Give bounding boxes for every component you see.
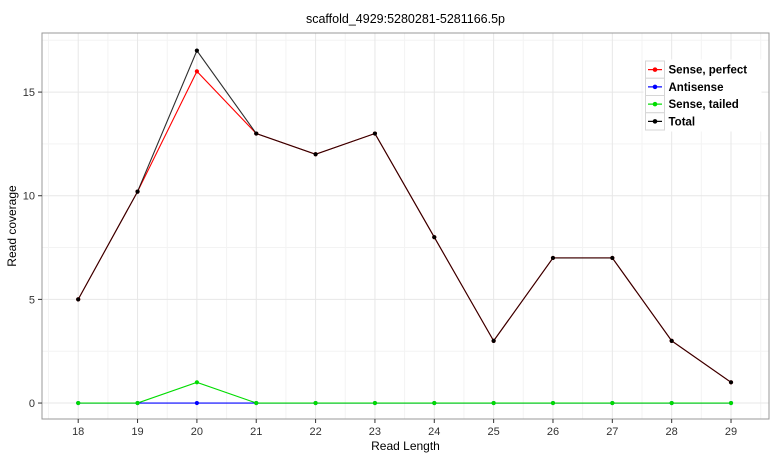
series-line-sense-tailed [78, 381, 732, 404]
data-point-sense-tailed [194, 380, 199, 385]
x-tick-label: 20 [191, 426, 203, 438]
legend-item-antisense: Antisense [645, 77, 724, 96]
legend-item-total: Total [645, 112, 696, 131]
legend-item-sense-perfect: Sense, perfect [645, 60, 748, 79]
legend-item-label: Antisense [669, 82, 724, 94]
series-total [76, 48, 734, 385]
data-point-antisense [194, 400, 199, 406]
data-point-sense-tailed [76, 400, 81, 406]
y-tick-label: 15 [23, 87, 35, 99]
data-point-sense-tailed [491, 400, 496, 406]
data-point-total [610, 255, 615, 261]
series-line-total [77, 49, 732, 383]
legend-item-label: Total [669, 116, 696, 128]
data-point-sense-tailed [432, 400, 437, 406]
x-tick-label: 27 [606, 426, 618, 438]
data-point-total [550, 255, 556, 261]
series-sense-tailed [76, 380, 734, 406]
legend-key-dot [652, 67, 658, 72]
data-point-total [76, 297, 81, 302]
data-point-sense-tailed [254, 400, 259, 406]
data-point-total [135, 189, 140, 194]
data-point-total [372, 131, 378, 136]
data-point-sense-tailed [135, 400, 140, 406]
y-tick-label: 0 [29, 398, 35, 410]
data-point-total [254, 131, 259, 136]
x-tick-label: 25 [488, 426, 500, 438]
data-point-total [669, 338, 674, 343]
data-point-sense-tailed [669, 400, 674, 406]
legend-key-dot [652, 101, 658, 107]
x-tick-label: 21 [250, 426, 262, 438]
data-point-total [194, 48, 199, 53]
legend-item-sense-tailed: Sense, tailed [645, 95, 739, 114]
x-axis-title: Read Length [371, 439, 440, 453]
x-tick-label: 29 [725, 426, 737, 438]
x-tick-label: 28 [666, 426, 678, 438]
legend-key-dot [652, 119, 658, 124]
x-tick-label: 22 [309, 426, 321, 438]
data-point-total [491, 338, 496, 343]
legend-item-label: Sense, tailed [669, 99, 739, 111]
data-point-sense-tailed [610, 400, 615, 406]
legend-key-dot [652, 84, 658, 90]
data-point-total [728, 380, 734, 385]
x-tick-label: 19 [131, 426, 143, 438]
legend: Sense, perfect Antisense Sense, tailed Tota… [643, 59, 762, 132]
data-point-total [432, 235, 437, 240]
data-point-sense-perfect [194, 69, 199, 74]
chart-title: scaffold_4929:5280281-5281166.5p [305, 12, 506, 26]
y-tick-label: 10 [23, 191, 35, 203]
plot-panel-border [41, 32, 770, 420]
data-point-sense-tailed [372, 400, 378, 406]
x-tick-label: 24 [428, 426, 440, 438]
data-point-sense-tailed [550, 400, 556, 406]
data-point-sense-tailed [728, 400, 734, 406]
data-point-total [313, 152, 318, 157]
x-tick-label: 18 [72, 426, 84, 438]
y-tick-label: 5 [29, 294, 35, 306]
x-tick-label: 23 [369, 426, 381, 438]
axes: 18 19 20 21 22 23 24 25 26 27 28 29 0 5 10 15 [23, 87, 737, 438]
x-tick-label: 26 [547, 426, 559, 438]
y-axis-title: Read coverage [5, 185, 19, 267]
data-point-sense-tailed [313, 400, 318, 406]
legend-item-label: Sense, perfect [669, 65, 748, 77]
